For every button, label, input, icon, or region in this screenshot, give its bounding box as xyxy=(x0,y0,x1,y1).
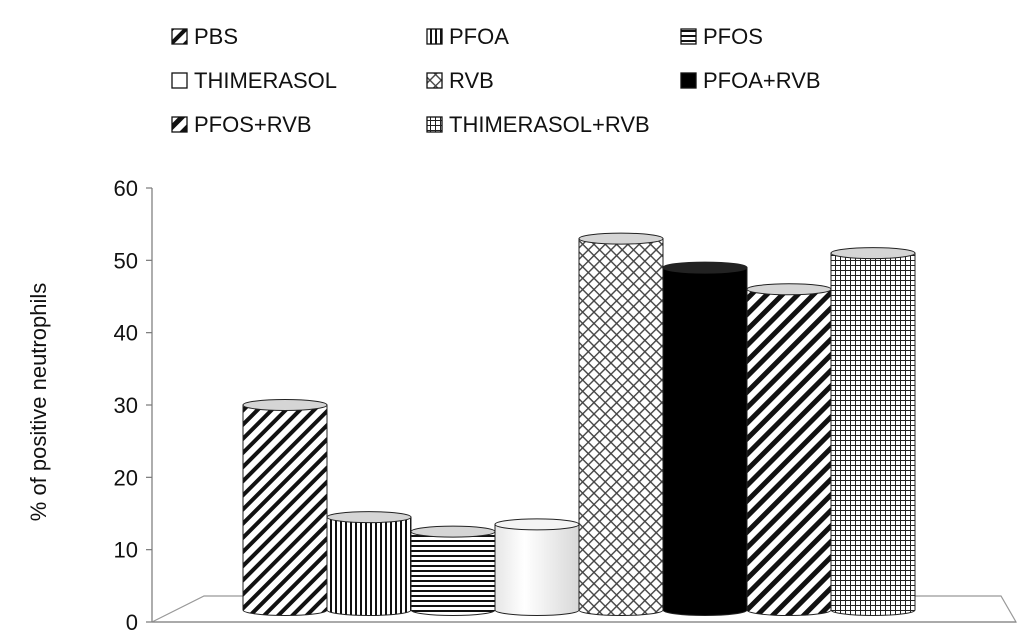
y-tick-label: 60 xyxy=(114,176,138,201)
bar xyxy=(578,232,664,616)
y-tick-label: 50 xyxy=(114,248,138,273)
legend-item: RVB xyxy=(426,68,494,93)
legend-item: PFOA xyxy=(426,24,509,49)
bar xyxy=(830,247,916,616)
bar xyxy=(662,261,748,616)
y-axis: 0 10 20 30 40 50 60 xyxy=(114,176,153,635)
legend-item: PBS xyxy=(171,24,238,49)
legend-item: THIMERASOL+RVB xyxy=(426,112,650,137)
legend: PBS PFOA PFOS THIMERASOL RVB PFOA+RVB PFOS+RVB… xyxy=(171,24,821,137)
legend-label: PFOA xyxy=(449,24,509,49)
legend-swatch xyxy=(426,72,443,89)
y-tick-label: 10 xyxy=(114,538,138,563)
y-axis-label-group: % of positive neutrophils xyxy=(26,283,51,521)
legend-item: PFOS+RVB xyxy=(171,112,312,137)
legend-swatch xyxy=(171,28,188,45)
legend-label: PBS xyxy=(194,24,238,49)
legend-swatch xyxy=(171,72,188,89)
y-axis-label: % of positive neutrophils xyxy=(26,283,51,521)
bars xyxy=(242,232,916,616)
bar xyxy=(326,511,412,616)
legend-swatch xyxy=(426,28,443,45)
legend-label: PFOA+RVB xyxy=(703,68,821,93)
y-tick-label: 0 xyxy=(126,610,138,635)
legend-label: PFOS xyxy=(703,24,763,49)
bar xyxy=(410,525,496,616)
legend-item: THIMERASOL xyxy=(171,68,337,93)
y-tick-label: 20 xyxy=(114,465,138,490)
bar xyxy=(242,399,328,616)
chart-floor xyxy=(151,595,1018,623)
bar xyxy=(494,518,580,616)
legend-label: THIMERASOL xyxy=(194,68,337,93)
legend-item: PFOS xyxy=(680,24,763,49)
legend-swatch xyxy=(680,28,697,45)
y-tick-label: 30 xyxy=(114,393,138,418)
bar xyxy=(746,283,832,616)
legend-swatch xyxy=(171,116,188,133)
legend-swatch xyxy=(426,116,443,133)
legend-label: THIMERASOL+RVB xyxy=(449,112,650,137)
legend-item: PFOA+RVB xyxy=(680,68,821,93)
y-tick-label: 40 xyxy=(114,321,138,346)
legend-label: PFOS+RVB xyxy=(194,112,312,137)
legend-swatch xyxy=(680,72,697,89)
legend-label: RVB xyxy=(449,68,494,93)
